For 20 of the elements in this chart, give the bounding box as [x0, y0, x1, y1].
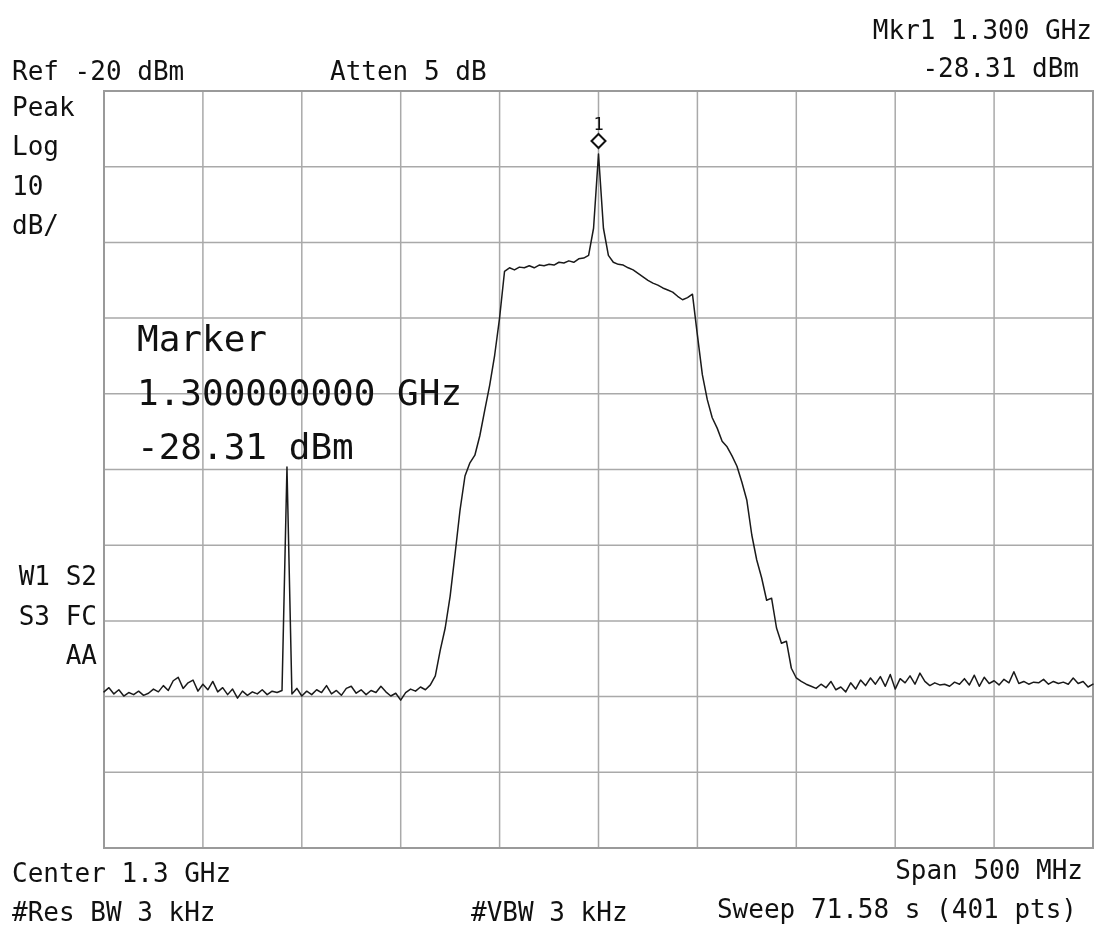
text: Log — [12, 131, 59, 161]
text: Center 1.3 GHz — [12, 858, 232, 888]
text: Sweep 71.58 s (401 pts) — [716, 894, 1077, 924]
annotation: 1.300000000 GHz — [137, 372, 463, 413]
text: Span 500 MHz — [895, 855, 1083, 885]
text: S3 FC — [18, 601, 97, 631]
text: AA — [65, 640, 98, 670]
annotation: -28.31 dBm — [137, 426, 354, 467]
text: Ref -20 dBm — [12, 56, 185, 86]
text: W1 S2 — [18, 561, 97, 591]
text: Peak — [12, 92, 75, 122]
text: -28.31 dBm — [922, 53, 1079, 83]
text: Atten 5 dB — [330, 56, 487, 86]
text: Mkr1 1.300 GHz — [872, 15, 1092, 45]
annotation: Marker — [137, 318, 268, 359]
text: dB/ — [12, 210, 59, 240]
text: 10 — [12, 171, 44, 201]
text: #Res BW 3 kHz — [12, 897, 216, 927]
text: #VBW 3 kHz — [471, 897, 628, 927]
annotation: 1 — [593, 114, 604, 134]
